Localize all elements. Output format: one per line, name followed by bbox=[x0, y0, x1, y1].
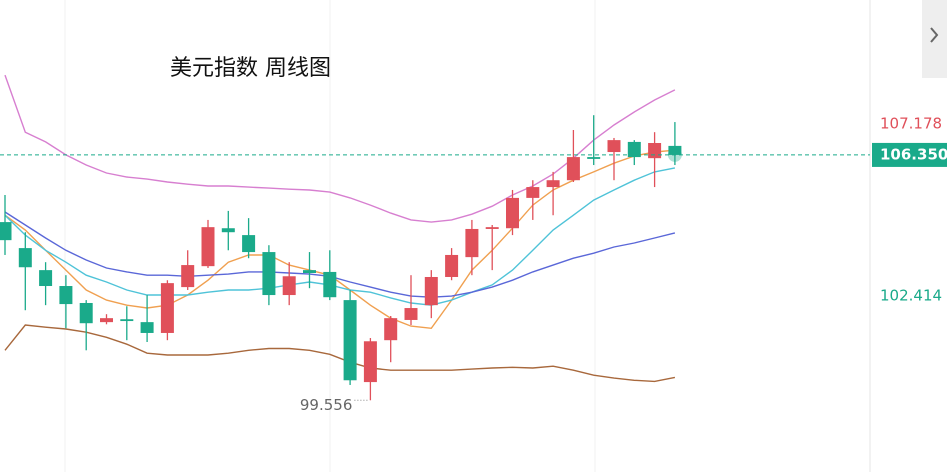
plot: 106.350 102.414 107.178 99.556 bbox=[0, 74, 947, 414]
indicator-line bbox=[4, 149, 675, 330]
candle-body bbox=[262, 252, 276, 296]
grid bbox=[64, 0, 596, 472]
candle-body bbox=[404, 308, 418, 320]
indicator-line bbox=[4, 74, 676, 223]
min-low-label: 99.556 bbox=[300, 396, 353, 414]
candle-body bbox=[445, 254, 459, 277]
candle-body bbox=[627, 141, 641, 158]
candle-body bbox=[18, 248, 32, 268]
candle-body bbox=[465, 228, 479, 258]
candle-body bbox=[39, 270, 53, 287]
candle-body bbox=[282, 276, 296, 296]
last-price-label: 106.350 bbox=[880, 145, 947, 163]
indicator-line bbox=[4, 211, 676, 298]
candle-body bbox=[0, 222, 12, 241]
y-tick-label: 102.414 bbox=[880, 287, 942, 305]
candle-body bbox=[79, 302, 93, 324]
indicator-line bbox=[4, 167, 676, 306]
candle-body bbox=[303, 270, 316, 274]
last-price-tag bbox=[872, 142, 947, 167]
candle-body bbox=[201, 227, 215, 267]
chevron bbox=[930, 27, 939, 43]
candle-body bbox=[485, 227, 499, 229]
candle-body bbox=[323, 271, 337, 298]
candle-body bbox=[100, 318, 113, 323]
candle-body bbox=[242, 235, 256, 253]
candle-body bbox=[607, 140, 621, 153]
candle-body bbox=[363, 341, 377, 383]
candle-body bbox=[424, 276, 438, 306]
candle-body bbox=[120, 319, 134, 322]
candle-body bbox=[526, 187, 540, 198]
candle-body bbox=[343, 300, 357, 381]
candle-body bbox=[546, 180, 560, 188]
y-tick-label: 107.178 bbox=[880, 115, 942, 133]
indicator-line bbox=[4, 324, 676, 383]
candle-body bbox=[181, 265, 195, 288]
candle-body bbox=[140, 322, 154, 333]
candle-body bbox=[668, 145, 682, 155]
candle-body bbox=[648, 143, 662, 159]
candle-body bbox=[506, 197, 519, 229]
candle-body bbox=[160, 283, 174, 333]
chart-title: 美元指数 周线图 bbox=[170, 56, 331, 81]
last-price-glow bbox=[667, 147, 682, 162]
candle-body bbox=[221, 228, 235, 233]
candle-body bbox=[566, 157, 580, 181]
candle-body bbox=[59, 286, 73, 305]
candle-body bbox=[384, 318, 398, 341]
candle-body bbox=[587, 157, 601, 159]
